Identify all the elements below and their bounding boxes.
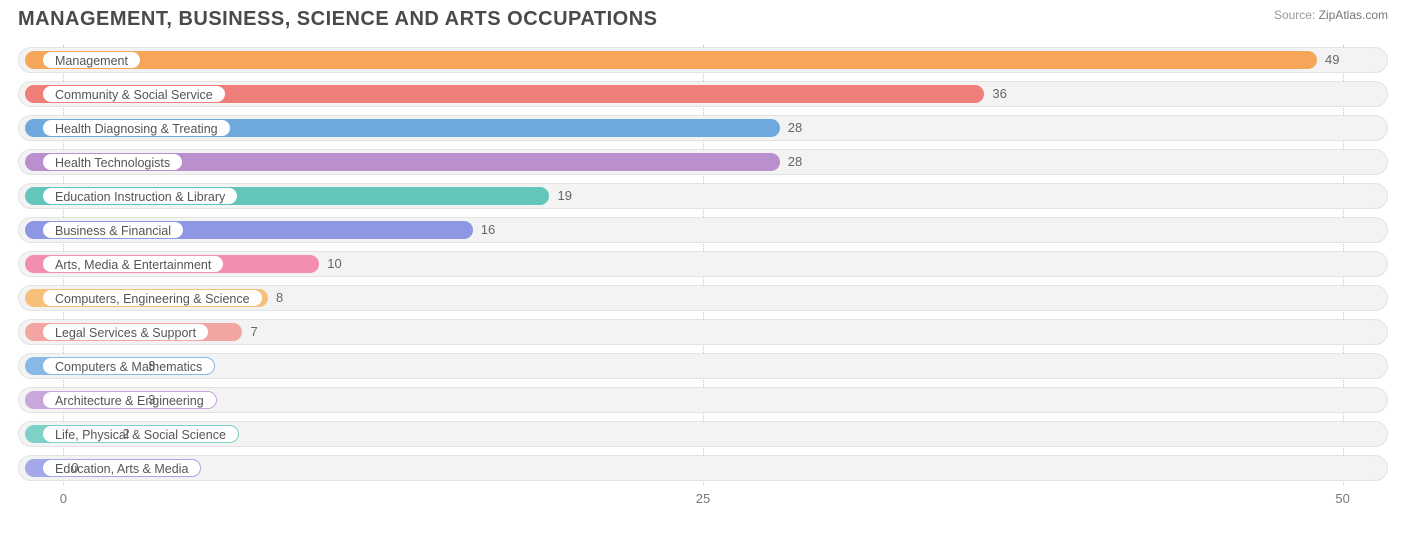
bar-row: Management 49 (18, 45, 1388, 75)
category-label: Education, Arts & Media (42, 459, 201, 477)
value-label: 49 (1325, 51, 1339, 69)
bar-row: Arts, Media & Entertainment 10 (18, 249, 1388, 279)
value-label: 8 (276, 289, 283, 307)
category-label: Arts, Media & Entertainment (42, 255, 224, 273)
category-label: Life, Physical & Social Science (42, 425, 239, 443)
x-tick-label: 0 (60, 491, 67, 506)
plot: Management 49 Community & Social Service 36… (18, 45, 1388, 513)
category-label: Architecture & Engineering (42, 391, 217, 409)
bar-row: Life, Physical & Social Science2 (18, 419, 1388, 449)
bar-row: Education Instruction & Library 19 (18, 181, 1388, 211)
chart-area: Management 49 Community & Social Service 36… (0, 35, 1406, 513)
bar-track (18, 387, 1388, 413)
category-label: Computers, Engineering & Science (42, 289, 263, 307)
category-label: Health Technologists (42, 153, 183, 171)
bar-fill (25, 51, 1317, 69)
source-label: Source: (1274, 8, 1315, 22)
value-label: 10 (327, 255, 341, 273)
value-label: 16 (481, 221, 495, 239)
value-label: 0 (71, 459, 78, 477)
category-label: Health Diagnosing & Treating (42, 119, 231, 137)
category-label: Management (42, 51, 141, 69)
x-tick-label: 25 (696, 491, 710, 506)
value-label: 28 (788, 119, 802, 137)
category-label: Computers & Mathematics (42, 357, 215, 375)
bar-row: Business & Financial 16 (18, 215, 1388, 245)
source-credit: Source: ZipAtlas.com (1274, 8, 1388, 22)
bar-row: Community & Social Service 36 (18, 79, 1388, 109)
value-label: 7 (250, 323, 257, 341)
chart-title: MANAGEMENT, BUSINESS, SCIENCE AND ARTS O… (18, 8, 657, 31)
source-value: ZipAtlas.com (1319, 8, 1388, 22)
bar-row: Computers & Mathematics3 (18, 351, 1388, 381)
category-label: Education Instruction & Library (42, 187, 238, 205)
bar-row: Education, Arts & Media0 (18, 453, 1388, 483)
value-label: 36 (992, 85, 1006, 103)
bar-row: Computers, Engineering & Science 8 (18, 283, 1388, 313)
value-label: 19 (557, 187, 571, 205)
value-label: 2 (123, 425, 130, 443)
value-label: 28 (788, 153, 802, 171)
bar-row: Legal Services & Support 7 (18, 317, 1388, 347)
bar-row: Health Diagnosing & Treating 28 (18, 113, 1388, 143)
category-label: Business & Financial (42, 221, 184, 239)
value-label: 3 (148, 357, 155, 375)
category-label: Community & Social Service (42, 85, 226, 103)
bar-row: Health Technologists 28 (18, 147, 1388, 177)
x-axis: 0 25 50 (18, 487, 1388, 513)
bar-row: Architecture & Engineering3 (18, 385, 1388, 415)
chart-header: MANAGEMENT, BUSINESS, SCIENCE AND ARTS O… (0, 0, 1406, 35)
bar-track (18, 353, 1388, 379)
bar-track (18, 455, 1388, 481)
category-label: Legal Services & Support (42, 323, 209, 341)
x-tick-label: 50 (1335, 491, 1349, 506)
value-label: 3 (148, 391, 155, 409)
